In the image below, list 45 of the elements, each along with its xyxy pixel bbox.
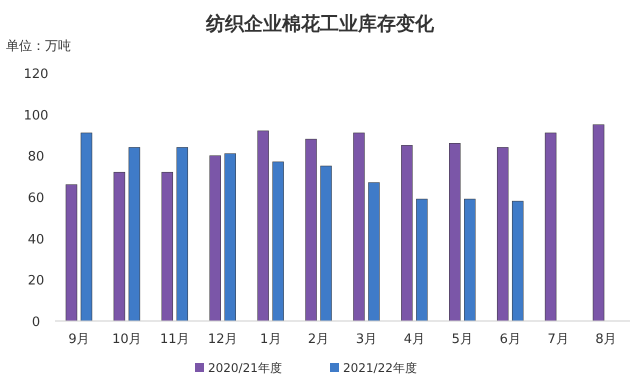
bar: [209, 155, 221, 322]
x-tick-label: 1月: [260, 332, 282, 347]
x-tick-label: 10月: [112, 332, 142, 347]
x-tick-label: 11月: [160, 332, 190, 347]
x-tick-label: 12月: [208, 332, 238, 347]
x-tick-label: 2月: [308, 332, 330, 347]
bar: [544, 132, 556, 322]
bar: [496, 147, 508, 322]
y-tick-label: 120: [24, 67, 48, 82]
bar: [128, 147, 140, 322]
bar: [80, 132, 92, 322]
y-tick-label: 80: [28, 150, 44, 165]
bar: [176, 147, 188, 322]
chart-title: 纺织企业棉花工业库存变化: [205, 13, 435, 35]
y-tick-label: 40: [28, 232, 44, 248]
y-tick-label: 60: [28, 191, 44, 206]
y-tick-label: 20: [28, 274, 44, 289]
bar: [257, 130, 269, 322]
bar: [353, 132, 365, 322]
y-axis-title: 单位：万吨: [6, 39, 71, 54]
x-tick-label: 4月: [404, 332, 426, 347]
bar: [162, 172, 174, 322]
bar: [305, 138, 317, 322]
x-tick-label: 7月: [547, 332, 569, 347]
bar: [320, 166, 332, 322]
legend-label: 2020/21年度: [208, 361, 282, 375]
bar: [416, 198, 428, 322]
bar: [66, 184, 78, 322]
bar: [272, 162, 284, 322]
y-tick-label: 100: [24, 108, 48, 124]
bar: [464, 198, 476, 322]
x-tick-label: 8月: [595, 332, 617, 347]
legend-label: 2021/22年度: [343, 361, 417, 375]
x-tick-label: 9月: [68, 332, 90, 347]
bar: [224, 153, 236, 322]
bar: [401, 145, 413, 322]
bar: [114, 172, 126, 322]
x-tick-label: 5月: [452, 332, 473, 347]
x-tick-label: 6月: [500, 332, 521, 347]
bar: [592, 124, 604, 322]
bar: [368, 182, 380, 322]
y-tick-label: 0: [32, 315, 40, 330]
bar: [449, 143, 461, 322]
bar: [512, 200, 524, 322]
x-tick-label: 3月: [356, 332, 378, 347]
